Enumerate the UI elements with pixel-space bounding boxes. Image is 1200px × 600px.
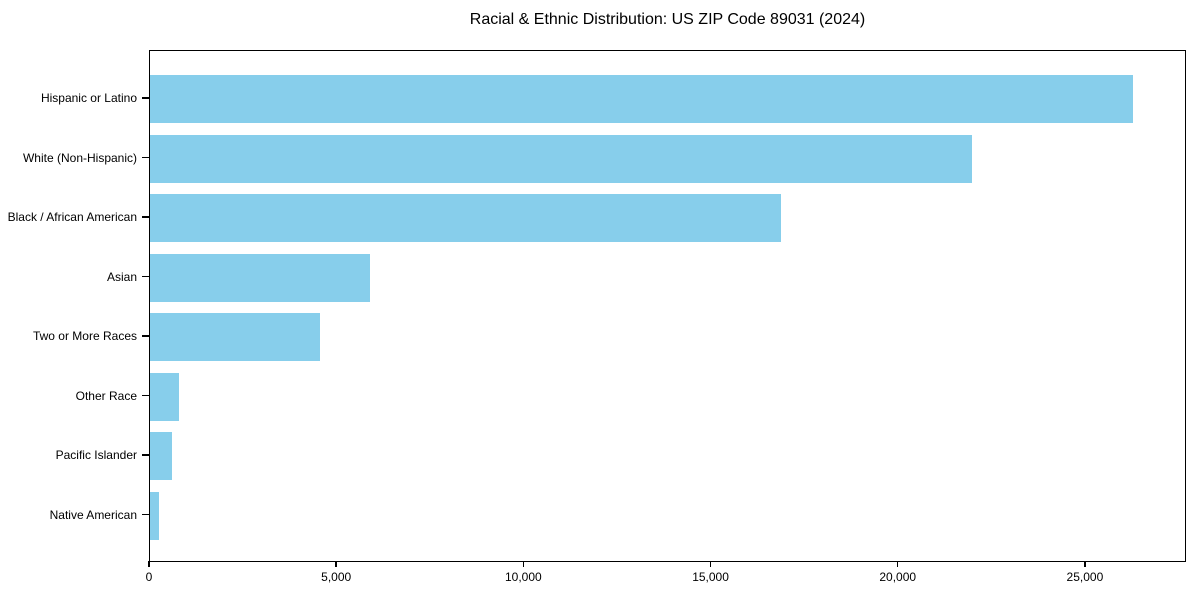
- x-tick-label-10000: 10,000: [505, 570, 542, 584]
- y-tick-mark: [142, 216, 149, 218]
- x-tick-mark: [709, 561, 712, 567]
- x-tick-label-5000: 5,000: [321, 570, 352, 584]
- y-tick-mark: [142, 454, 149, 456]
- bar-black-african-american: [150, 194, 782, 242]
- y-tick-mark: [142, 513, 149, 516]
- y-tick-label-native-american: Native American: [49, 507, 137, 522]
- bar-two-or-more-races: [150, 313, 320, 361]
- bar-pacific-islander: [150, 432, 172, 480]
- bar-native-american: [150, 491, 159, 540]
- bar-other-race: [150, 372, 179, 421]
- x-tick-label-15000: 15,000: [692, 570, 729, 584]
- bar-asian: [150, 253, 371, 302]
- y-tick-label-two-or-more-races: Two or More Races: [32, 329, 137, 343]
- x-tick-label-20000: 20,000: [879, 570, 917, 584]
- y-tick-label-asian: Asian: [106, 269, 137, 284]
- x-tick-label-25000: 25,000: [1066, 570, 1104, 584]
- x-tick-mark: [522, 561, 525, 567]
- y-tick-mark: [142, 335, 149, 337]
- y-tick-mark: [142, 156, 149, 159]
- y-tick-label-black-african-american: Black / African American: [7, 210, 137, 224]
- y-tick-label-other-race: Other Race: [75, 388, 137, 403]
- x-tick-label-0: 0: [145, 570, 153, 584]
- y-tick-mark: [142, 394, 149, 397]
- y-tick-label-hispanic-or-latino: Hispanic or Latino: [40, 91, 137, 105]
- x-tick-mark: [335, 561, 337, 567]
- x-tick-mark: [1084, 561, 1086, 567]
- bar-white-non-hispanic: [150, 134, 973, 183]
- y-tick-label-white-non-hispanic: White (Non-Hispanic): [22, 150, 137, 165]
- plot-area: [149, 50, 1186, 562]
- chart-title: Racial & Ethnic Distribution: US ZIP Cod…: [469, 11, 866, 28]
- y-tick-label-pacific-islander: Pacific Islander: [55, 448, 137, 462]
- y-tick-mark: [142, 275, 149, 278]
- x-tick-mark: [896, 561, 899, 567]
- x-tick-mark: [148, 561, 150, 567]
- bar-hispanic-or-latino: [150, 75, 1133, 123]
- y-tick-mark: [142, 97, 149, 99]
